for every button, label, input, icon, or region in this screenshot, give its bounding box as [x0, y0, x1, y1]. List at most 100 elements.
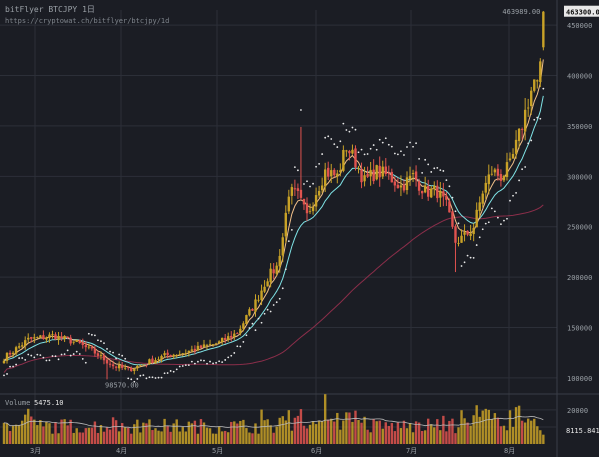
- candle-body: [487, 174, 490, 185]
- candle-body: [111, 364, 115, 367]
- volume-bar: [124, 427, 127, 444]
- sar-dot: [327, 135, 330, 138]
- sar-dot: [357, 151, 360, 154]
- low-price-label: 98570.00: [105, 381, 139, 389]
- volume-bar: [130, 433, 133, 444]
- volume-bar: [187, 421, 191, 444]
- candle-body: [505, 162, 509, 177]
- candle-body: [172, 354, 175, 357]
- volume-bar: [33, 419, 36, 444]
- x-tick-label: 6月: [311, 447, 322, 455]
- volume-bar: [166, 425, 169, 444]
- volume-bar: [490, 419, 494, 444]
- sar-dot: [30, 354, 33, 357]
- candle-body: [451, 211, 454, 227]
- candle-body: [430, 188, 433, 198]
- volume-bar: [496, 417, 500, 444]
- label-layer: 100000 150000 200000 250000 300000 350000 4000…: [30, 5, 599, 455]
- y-tick-label: 250000: [567, 224, 592, 232]
- candle-body: [481, 193, 484, 204]
- volume-bar: [181, 426, 184, 444]
- volume-bar: [314, 424, 318, 444]
- sar-dot: [481, 228, 484, 231]
- volume-bar: [536, 426, 539, 444]
- sar-dot: [206, 362, 208, 365]
- volume-bar: [30, 416, 33, 444]
- candle-body: [351, 149, 354, 154]
- volume-bar: [90, 427, 94, 444]
- candle-body: [60, 336, 63, 339]
- volume-bar: [251, 433, 254, 444]
- volume-bar: [414, 421, 418, 444]
- sar-dot: [148, 376, 151, 379]
- volume-bar: [357, 420, 360, 444]
- candle-body: [66, 336, 69, 338]
- volume-bar: [202, 422, 206, 444]
- sar-dot: [433, 167, 436, 170]
- sar-dot: [300, 109, 302, 111]
- sar-dot: [469, 256, 472, 259]
- volume-bar: [351, 421, 354, 444]
- candle-body: [236, 333, 239, 334]
- last-price-badge: [564, 5, 599, 17]
- sar-dot: [390, 145, 393, 148]
- volume-bar: [66, 425, 69, 444]
- y-tick-label: 450000: [567, 22, 592, 30]
- volume-bar: [163, 418, 166, 444]
- candle-body: [33, 337, 36, 339]
- candle-body: [17, 346, 21, 348]
- candle-body: [508, 158, 512, 161]
- candle-body: [184, 352, 187, 354]
- volume-bar: [399, 428, 403, 444]
- volume-bar: [84, 428, 88, 444]
- candle-body: [417, 181, 421, 191]
- volume-bar: [275, 426, 278, 444]
- sar-dot: [287, 240, 290, 243]
- sar-dot: [57, 358, 60, 361]
- sar-dot: [251, 322, 254, 325]
- candle-body: [357, 168, 360, 169]
- sar-dot: [290, 228, 293, 231]
- candle-body: [99, 355, 103, 356]
- volume-bar: [281, 416, 284, 444]
- candle-body: [466, 230, 469, 235]
- sar-dot: [239, 345, 242, 348]
- sar-dot: [187, 364, 190, 366]
- volume-bar: [245, 428, 248, 444]
- sar-dot: [475, 244, 478, 246]
- sar-dot: [397, 153, 399, 156]
- candle-body: [54, 334, 57, 340]
- candle-body: [102, 355, 106, 361]
- sar-dot: [306, 180, 308, 183]
- sar-dot: [372, 144, 375, 146]
- candle-body: [514, 139, 518, 154]
- candle-body: [333, 169, 336, 176]
- volume-bar: [20, 420, 24, 444]
- sar-dot: [345, 129, 348, 131]
- sar-dot: [533, 118, 536, 121]
- candle-body: [242, 323, 245, 329]
- volume-tick-label: 20000: [567, 407, 588, 415]
- sar-dot: [100, 340, 102, 343]
- volume-bar: [305, 428, 309, 444]
- candle-body: [211, 344, 215, 345]
- sar-dot: [415, 142, 417, 145]
- volume-bar: [336, 412, 339, 444]
- candle-body: [208, 344, 212, 346]
- volume-bar: [42, 426, 45, 444]
- sar-dot: [321, 153, 324, 155]
- candle-body: [278, 255, 281, 267]
- sar-dot: [378, 138, 381, 141]
- volume-bar: [114, 420, 118, 444]
- volume-bar: [2, 422, 6, 444]
- candle-body: [163, 353, 166, 356]
- candle-body: [14, 347, 18, 354]
- candle-body: [320, 185, 324, 191]
- sar-dot: [18, 357, 21, 359]
- candle-body: [90, 346, 94, 349]
- volume-bar: [178, 431, 181, 444]
- volume-last-value: 5475.10: [34, 399, 64, 407]
- candle-body: [84, 345, 88, 348]
- candle-body: [254, 299, 257, 312]
- volume-bar: [223, 430, 227, 444]
